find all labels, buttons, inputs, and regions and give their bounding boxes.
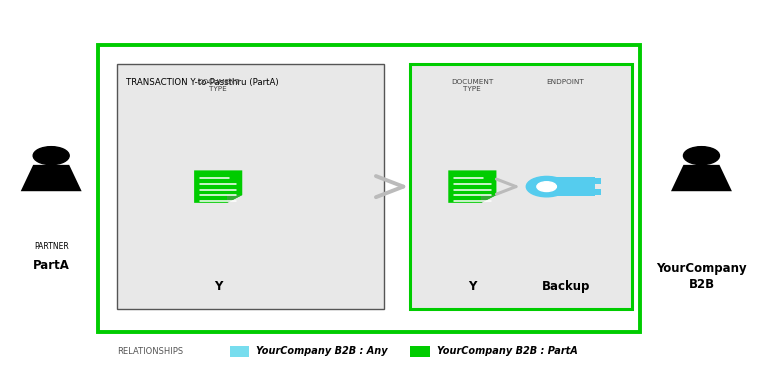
Text: TRANSACTION Y-to-Passthru (PartA): TRANSACTION Y-to-Passthru (PartA) bbox=[126, 78, 278, 87]
Text: YourCompany B2B : PartA: YourCompany B2B : PartA bbox=[437, 346, 578, 356]
Circle shape bbox=[684, 147, 719, 165]
Text: PartA: PartA bbox=[33, 259, 70, 272]
FancyBboxPatch shape bbox=[98, 45, 640, 332]
FancyBboxPatch shape bbox=[410, 346, 430, 357]
Polygon shape bbox=[481, 195, 496, 203]
FancyBboxPatch shape bbox=[550, 177, 595, 196]
Text: DOCUMENT
TYPE: DOCUMENT TYPE bbox=[451, 79, 493, 92]
FancyBboxPatch shape bbox=[410, 64, 632, 309]
Polygon shape bbox=[227, 195, 243, 203]
FancyBboxPatch shape bbox=[230, 346, 249, 357]
Circle shape bbox=[33, 147, 69, 165]
Polygon shape bbox=[448, 170, 496, 203]
Text: YourCompany B2B : Any: YourCompany B2B : Any bbox=[256, 346, 387, 356]
Text: PARTNER: PARTNER bbox=[34, 242, 68, 251]
Circle shape bbox=[537, 182, 556, 192]
Text: YourCompany
B2B: YourCompany B2B bbox=[656, 262, 747, 291]
FancyBboxPatch shape bbox=[117, 64, 384, 309]
Text: Y: Y bbox=[214, 280, 222, 293]
FancyBboxPatch shape bbox=[594, 189, 600, 195]
Text: RELATIONSHIPS: RELATIONSHIPS bbox=[117, 347, 183, 356]
Circle shape bbox=[526, 176, 567, 197]
Polygon shape bbox=[671, 165, 732, 191]
Polygon shape bbox=[194, 170, 243, 203]
Text: Y: Y bbox=[468, 280, 477, 293]
FancyBboxPatch shape bbox=[594, 178, 600, 184]
Text: Backup: Backup bbox=[541, 280, 590, 293]
Polygon shape bbox=[20, 165, 82, 191]
Text: DOCUMENT
TYPE: DOCUMENT TYPE bbox=[197, 79, 240, 92]
Text: ENDPOINT: ENDPOINT bbox=[547, 79, 584, 85]
